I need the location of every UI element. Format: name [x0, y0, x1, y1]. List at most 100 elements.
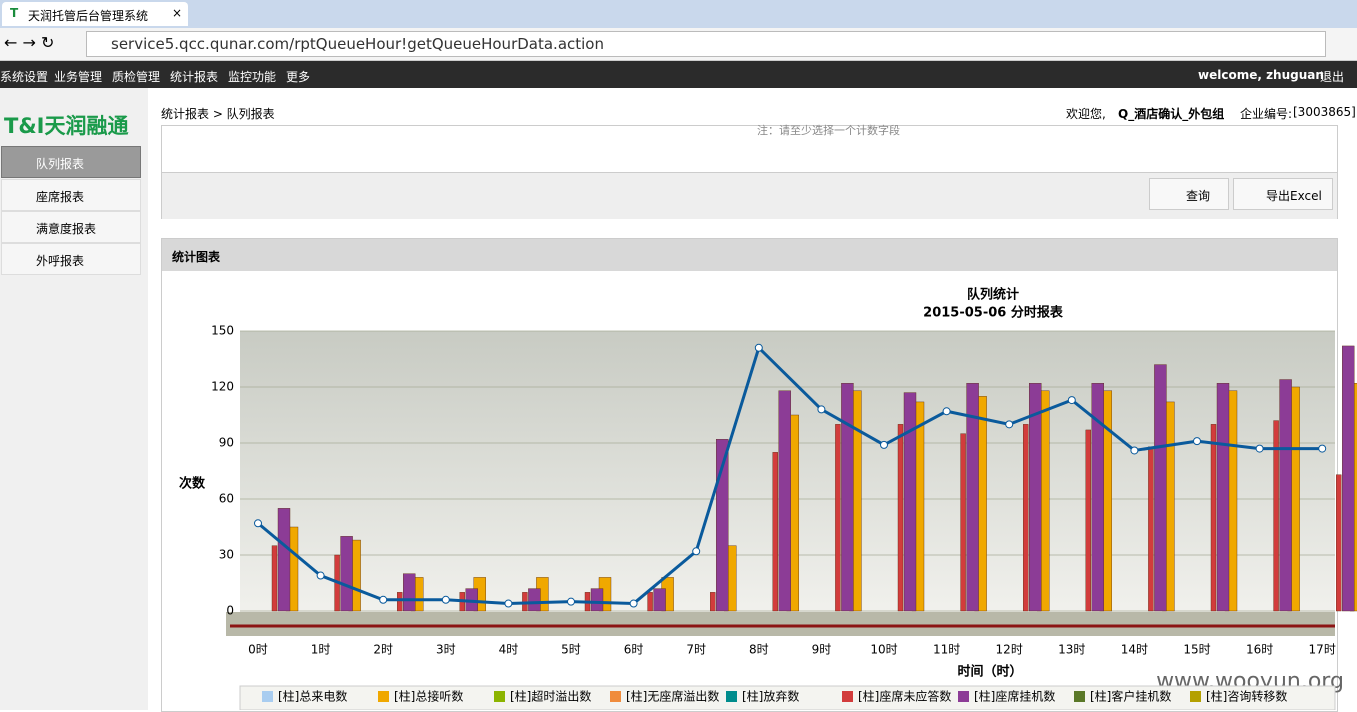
toolbar: ← → ↻ service5.qcc.qunar.com/rptQueueHou…	[0, 28, 1357, 61]
line-point	[1255, 444, 1264, 453]
nav-item[interactable]: 系统设置	[0, 70, 49, 84]
company-id: [3003865]	[1293, 105, 1356, 119]
logout[interactable]: 退出	[1320, 70, 1345, 84]
button-label: 导出Excel	[1266, 189, 1322, 203]
line-point	[1005, 420, 1014, 429]
legend	[239, 685, 1336, 710]
chart-title: 队列统计	[967, 287, 1019, 303]
legend-swatch	[378, 691, 389, 702]
bar	[528, 588, 541, 612]
menu-label: 满意度报表	[36, 222, 97, 236]
bar	[1091, 383, 1105, 612]
nav-item[interactable]: 统计报表	[170, 70, 219, 84]
line-point	[754, 343, 763, 352]
y-tick-label: 60	[219, 492, 234, 506]
line-point	[629, 599, 638, 608]
nav-item[interactable]: 更多	[286, 70, 311, 84]
line-point	[1318, 444, 1327, 453]
x-tick-label: 4时	[499, 643, 519, 657]
legend-label: [柱]总接听数	[394, 689, 463, 704]
bar	[1279, 379, 1292, 612]
legend-label: [柱]超时溢出数	[510, 689, 591, 704]
x-tick-label: 14时	[1121, 643, 1148, 657]
menu-item[interactable]: 座席报表	[1, 179, 141, 211]
bar	[710, 592, 716, 612]
menu-label: 外呼报表	[36, 254, 85, 268]
sidebar: T&I天润融通 队列报表 座席报表 满意度报表 外呼报表	[0, 88, 148, 710]
x-tick-label: 16时	[1246, 643, 1273, 657]
tab[interactable]: T 天润托管后台管理系统 ×	[2, 2, 188, 26]
logo: T&I天润融通	[4, 114, 129, 138]
bar	[271, 545, 278, 612]
floor	[226, 612, 1335, 636]
legend-swatch	[1190, 691, 1201, 702]
x-tick-label: 11时	[933, 643, 960, 657]
x-tick-label: 1时	[311, 643, 331, 657]
bar	[1335, 474, 1342, 612]
bar	[647, 592, 653, 612]
menu-item[interactable]: 队列报表	[1, 146, 141, 178]
tab-bar: T 天润托管后台管理系统 ×	[0, 0, 1357, 28]
greeting: 欢迎您,	[1066, 107, 1106, 121]
legend-label: [柱]座席挂机数	[974, 689, 1055, 704]
x-axis-label: 时间（时）	[957, 664, 1022, 680]
bar	[277, 508, 291, 612]
line-point	[817, 405, 826, 414]
panel-header: 统计图表	[162, 239, 1337, 271]
x-tick-label: 6时	[624, 643, 644, 657]
line-point	[1193, 437, 1201, 446]
export-button[interactable]: 导出Excel	[1233, 178, 1333, 210]
nav-item[interactable]: 业务管理	[54, 70, 103, 84]
line-point	[1130, 446, 1139, 455]
legend-swatch	[1074, 691, 1085, 702]
menu-item[interactable]: 满意度报表	[1, 211, 141, 243]
bar	[397, 592, 403, 612]
bar	[716, 439, 729, 612]
x-tick-label: 17时	[1309, 643, 1336, 657]
url: service5.qcc.qunar.com/rptQueueHour!getQ…	[111, 35, 604, 53]
legend-label: [柱]总来电数	[278, 689, 347, 704]
bar	[1341, 345, 1355, 612]
company-label: 企业编号:	[1240, 107, 1293, 121]
legend-swatch	[958, 691, 969, 702]
bar	[966, 383, 979, 612]
x-tick-label: 8时	[749, 643, 769, 657]
legend-swatch	[262, 691, 273, 702]
legend-label: [柱]放弃数	[742, 689, 799, 704]
x-tick-label: 15时	[1183, 643, 1210, 657]
line	[257, 344, 1323, 606]
bar	[835, 424, 841, 612]
menu-label: 队列报表	[36, 157, 85, 171]
y-tick-label: 90	[219, 436, 234, 450]
x-tick-label: 7时	[686, 643, 706, 657]
y-tick-label: 120	[211, 380, 234, 394]
x-tick-label: 0时	[248, 643, 268, 657]
bar	[897, 424, 904, 612]
bar	[1028, 383, 1042, 612]
bar	[590, 588, 604, 612]
x-tick-label: 13时	[1058, 643, 1085, 657]
menu-item[interactable]: 外呼报表	[1, 243, 141, 275]
address-bar[interactable]: service5.qcc.qunar.com/rptQueueHour!getQ…	[86, 31, 1326, 57]
line-point	[692, 547, 701, 556]
bar	[653, 588, 666, 612]
bar	[903, 392, 917, 612]
bar	[1273, 420, 1279, 612]
nav-bar: 系统设置 业务管理 质检管理 统计报表 监控功能 更多 welcome, zhu…	[0, 61, 1357, 88]
legend-swatch	[610, 691, 621, 702]
legend-swatch	[494, 691, 505, 702]
bar	[1154, 364, 1167, 612]
button-label: 查询	[1186, 189, 1211, 203]
nav-item[interactable]: 监控功能	[228, 70, 277, 84]
nav-item[interactable]: 质检管理	[112, 70, 161, 84]
line-point	[942, 407, 951, 416]
welcome: welcome, zhuguan	[1198, 68, 1324, 82]
y-axis-label: 次数	[179, 476, 206, 492]
x-tick-label: 3时	[436, 643, 456, 657]
x-tick-label: 10时	[870, 643, 897, 657]
bar	[403, 573, 416, 612]
query-button[interactable]: 查询	[1149, 178, 1229, 210]
user: Q_酒店确认_外包组	[1118, 107, 1225, 121]
